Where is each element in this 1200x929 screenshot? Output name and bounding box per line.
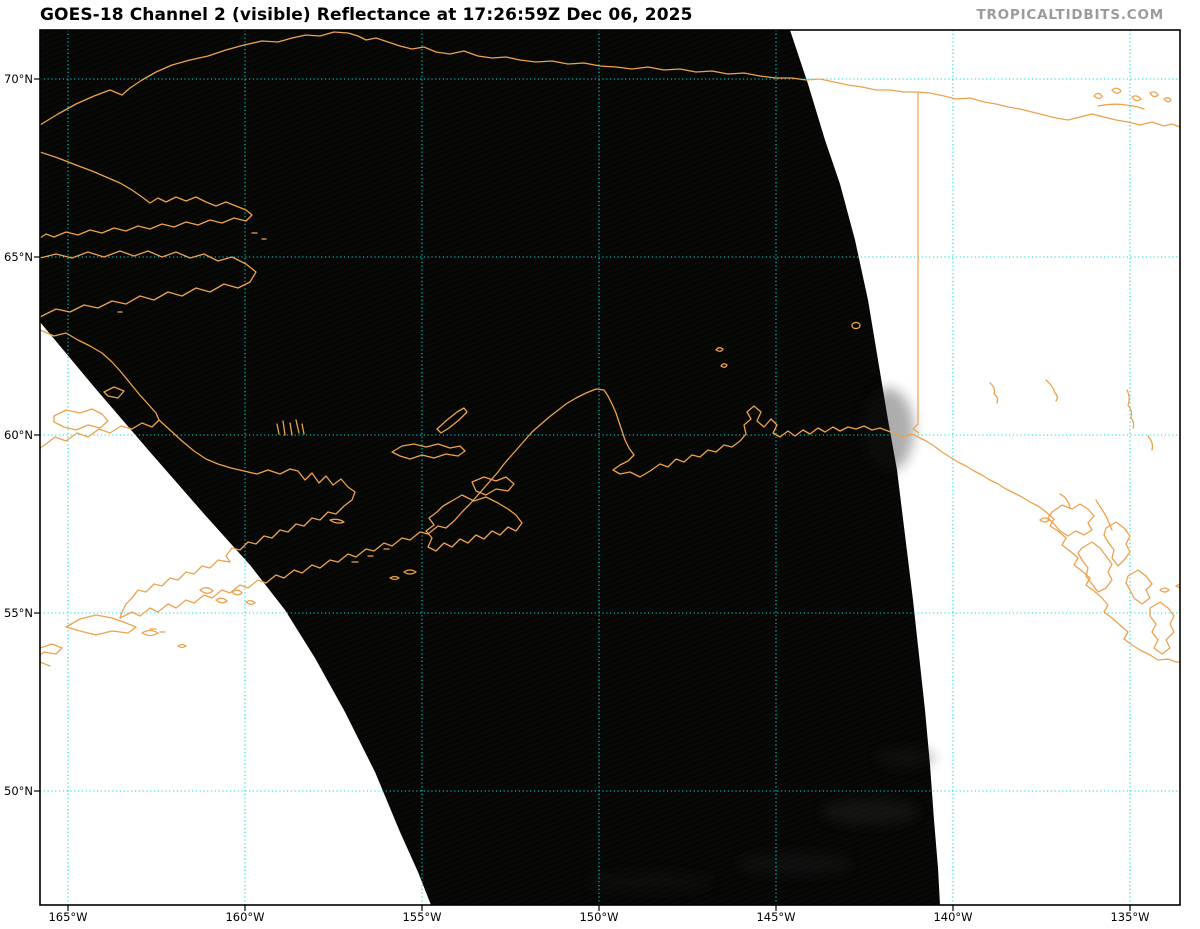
island-nunivak [53,408,109,431]
shumagin-islands [199,587,256,605]
island-unimak [65,614,137,636]
cloud-wisps [585,388,935,892]
lat-label-60n: 60°N [4,428,33,442]
coastline-bristol-bay [119,419,356,619]
island-afognak [471,476,515,496]
aleutian-islets [40,628,187,667]
mackenzie-delta-islands [1093,87,1172,110]
watermark: TROPICALTIDBITS.COM [976,7,1164,23]
coastline-seward-peninsula [40,151,253,239]
lake-becharof [329,518,345,524]
lat-label-55n: 55°N [4,606,33,620]
lon-label-140w: 140°W [933,910,973,924]
coastline-gulf-of-alaska [119,388,1180,663]
swath-texture [40,30,940,905]
lon-label-145w: 145°W [756,910,796,924]
graticule [40,30,1180,905]
lake-old-crow [851,321,861,330]
map-frame [39,29,1181,906]
panhandle-islands [1039,493,1180,655]
lake-clark [436,407,468,434]
coastlines [40,31,1180,667]
lon-label-155w: 155°W [402,910,442,924]
axis-ticks [34,78,1131,911]
pws-islets [715,347,728,368]
coastline-arctic [40,31,1180,128]
lon-label-150w: 150°W [579,910,619,924]
island-nelson [103,386,125,399]
norton-sound-islets [117,232,267,313]
alaska-canada-border [912,92,920,434]
lon-label-165w: 165°W [48,910,88,924]
trinity-islands [351,548,417,581]
coastline-yukon-delta [40,250,257,318]
lon-label-160w: 160°W [225,910,265,924]
lon-label-135w: 135°W [1110,910,1150,924]
lat-label-70n: 70°N [4,72,33,86]
yukon-lakes [989,379,1154,451]
lat-label-50n: 50°N [4,784,33,798]
island-kodiak [425,494,523,552]
wood-tikchik-lakes [276,419,305,436]
page-title: GOES-18 Channel 2 (visible) Reflectance … [40,5,693,25]
lat-label-65n: 65°N [4,250,33,264]
lake-iliamna [391,443,466,460]
satellite-swath [40,30,940,905]
